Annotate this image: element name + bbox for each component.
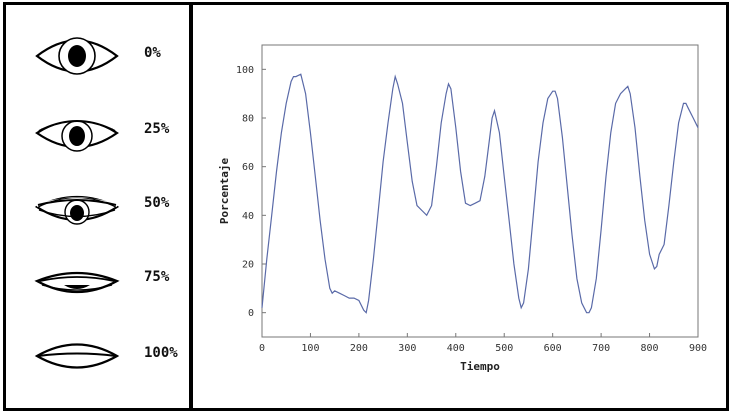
eye-open-icon bbox=[35, 37, 119, 75]
x-tick-label: 200 bbox=[350, 343, 368, 354]
x-tick-label: 500 bbox=[495, 343, 513, 354]
series-line bbox=[261, 73, 699, 314]
eye-quarter-closed-icon bbox=[35, 115, 119, 152]
chart-panel: 0 100 200 300 400 500 600 700 800 900 0 20 40 60 80 100… bbox=[190, 2, 729, 411]
eye-closure-legend: 0% 25% 50% 75% bbox=[3, 2, 192, 411]
x-tick-label: 600 bbox=[544, 343, 562, 354]
eye-row-25: 25% bbox=[6, 101, 189, 161]
eye-label-100: 100% bbox=[144, 345, 178, 361]
eye-row-open: 0% bbox=[6, 25, 189, 85]
eye-label-25: 25% bbox=[144, 121, 170, 137]
eye-half-closed-icon bbox=[34, 195, 120, 225]
y-tick-label: 40 bbox=[242, 211, 254, 222]
y-tick-label: 100 bbox=[236, 65, 254, 76]
eye-label-0: 0% bbox=[144, 45, 161, 61]
x-tick-label: 400 bbox=[447, 343, 465, 354]
x-tick-label: 800 bbox=[641, 343, 659, 354]
x-tick-label: 100 bbox=[301, 343, 319, 354]
x-tick-label: 0 bbox=[259, 343, 265, 354]
plot-area bbox=[261, 44, 699, 338]
line-chart: 0 100 200 300 400 500 600 700 800 900 0 20 40 60 80 100… bbox=[218, 44, 707, 373]
y-axis-title: Porcentaje bbox=[218, 158, 231, 225]
y-tick-label: 80 bbox=[242, 114, 254, 125]
y-tick-label: 0 bbox=[248, 308, 254, 319]
y-tick-label: 20 bbox=[242, 260, 254, 271]
eye-label-50: 50% bbox=[144, 195, 170, 211]
eye-row-100: 100% bbox=[6, 325, 189, 385]
x-tick-label: 300 bbox=[398, 343, 416, 354]
eye-row-75: 75% bbox=[6, 249, 189, 309]
eye-row-50: 50% bbox=[6, 175, 189, 235]
eye-closed-icon bbox=[34, 343, 120, 369]
x-tick-label: 700 bbox=[592, 343, 610, 354]
x-tick-label: 900 bbox=[689, 343, 707, 354]
x-axis-title: Tiempo bbox=[460, 360, 500, 373]
eye-label-75: 75% bbox=[144, 269, 170, 285]
y-tick-label: 60 bbox=[242, 162, 254, 173]
eye-mostly-closed-icon bbox=[34, 271, 120, 294]
